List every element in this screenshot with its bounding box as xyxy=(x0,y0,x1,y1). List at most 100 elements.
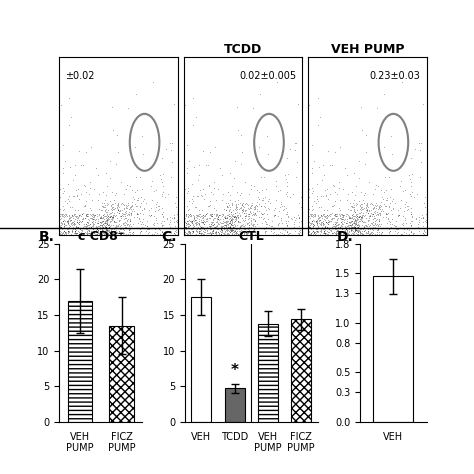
Point xyxy=(227,208,235,216)
Point xyxy=(253,202,261,210)
Point xyxy=(276,228,283,236)
Point xyxy=(82,211,90,219)
Point xyxy=(72,229,80,237)
Point xyxy=(326,228,333,236)
Point xyxy=(341,215,348,223)
Point xyxy=(219,228,226,235)
Point xyxy=(70,213,77,220)
Point xyxy=(93,219,101,227)
Point xyxy=(258,196,265,204)
Point xyxy=(363,214,370,222)
Point xyxy=(196,187,204,194)
Point xyxy=(305,230,312,237)
Point xyxy=(380,143,387,151)
Point xyxy=(77,190,84,198)
Point xyxy=(245,221,253,228)
Point xyxy=(102,169,109,177)
Point xyxy=(164,215,171,222)
Point xyxy=(384,215,392,222)
Point xyxy=(239,227,247,234)
Point xyxy=(170,215,178,222)
Point xyxy=(76,225,84,233)
Point xyxy=(384,216,392,223)
Point xyxy=(297,203,304,211)
Point xyxy=(86,178,94,186)
Point xyxy=(370,212,378,220)
Point xyxy=(321,213,328,220)
Point xyxy=(184,184,191,192)
Point xyxy=(85,215,92,223)
Point xyxy=(306,215,314,222)
Point xyxy=(357,200,365,208)
Point xyxy=(197,229,205,237)
Point xyxy=(230,213,237,221)
Point xyxy=(205,202,213,210)
Point xyxy=(356,229,364,237)
Point xyxy=(353,226,360,234)
Point xyxy=(236,218,243,225)
Point xyxy=(347,225,355,233)
Point xyxy=(383,194,391,202)
Point xyxy=(346,222,354,229)
Point xyxy=(65,221,73,228)
Point xyxy=(102,208,110,216)
Point xyxy=(238,221,246,229)
Point xyxy=(352,217,360,224)
Point xyxy=(88,219,96,226)
Point xyxy=(112,226,120,233)
Point xyxy=(410,229,418,237)
Point xyxy=(402,229,410,237)
Point xyxy=(360,205,368,212)
Point xyxy=(419,219,427,226)
Point xyxy=(83,222,91,229)
Point xyxy=(310,229,318,237)
Point xyxy=(101,224,109,231)
Point xyxy=(237,226,245,233)
Point xyxy=(133,161,140,169)
Point xyxy=(83,229,91,237)
Point xyxy=(188,200,195,207)
Point xyxy=(235,205,243,213)
Point xyxy=(158,210,166,218)
Point xyxy=(343,216,351,223)
Point xyxy=(190,94,197,101)
Point xyxy=(212,207,219,214)
Point xyxy=(417,214,425,222)
Point xyxy=(129,224,137,232)
Point xyxy=(112,190,120,197)
Point xyxy=(233,222,241,229)
Point xyxy=(58,210,65,218)
Point xyxy=(347,224,355,232)
Point xyxy=(306,224,314,231)
Point xyxy=(182,215,189,222)
Point xyxy=(92,230,100,237)
Point xyxy=(185,227,193,235)
Point xyxy=(324,211,331,219)
Point xyxy=(376,209,383,217)
Point xyxy=(56,230,64,237)
Point xyxy=(62,210,70,218)
Point xyxy=(91,211,99,219)
Point xyxy=(337,230,345,238)
Point xyxy=(181,193,188,201)
Point xyxy=(349,210,357,218)
Point xyxy=(104,230,112,237)
Point xyxy=(88,212,95,220)
Point xyxy=(325,225,333,233)
Point xyxy=(296,226,304,234)
Point xyxy=(108,230,115,237)
Point xyxy=(233,200,240,208)
Point xyxy=(127,204,134,211)
Point xyxy=(223,218,231,225)
Point xyxy=(245,229,252,237)
Point xyxy=(343,228,351,235)
Point xyxy=(326,226,334,234)
Point xyxy=(122,201,130,209)
Point xyxy=(361,223,368,231)
Point xyxy=(59,217,67,224)
Point xyxy=(131,143,138,151)
Point xyxy=(416,147,424,155)
Point xyxy=(313,217,320,225)
Point xyxy=(255,143,263,151)
Point xyxy=(165,220,173,228)
